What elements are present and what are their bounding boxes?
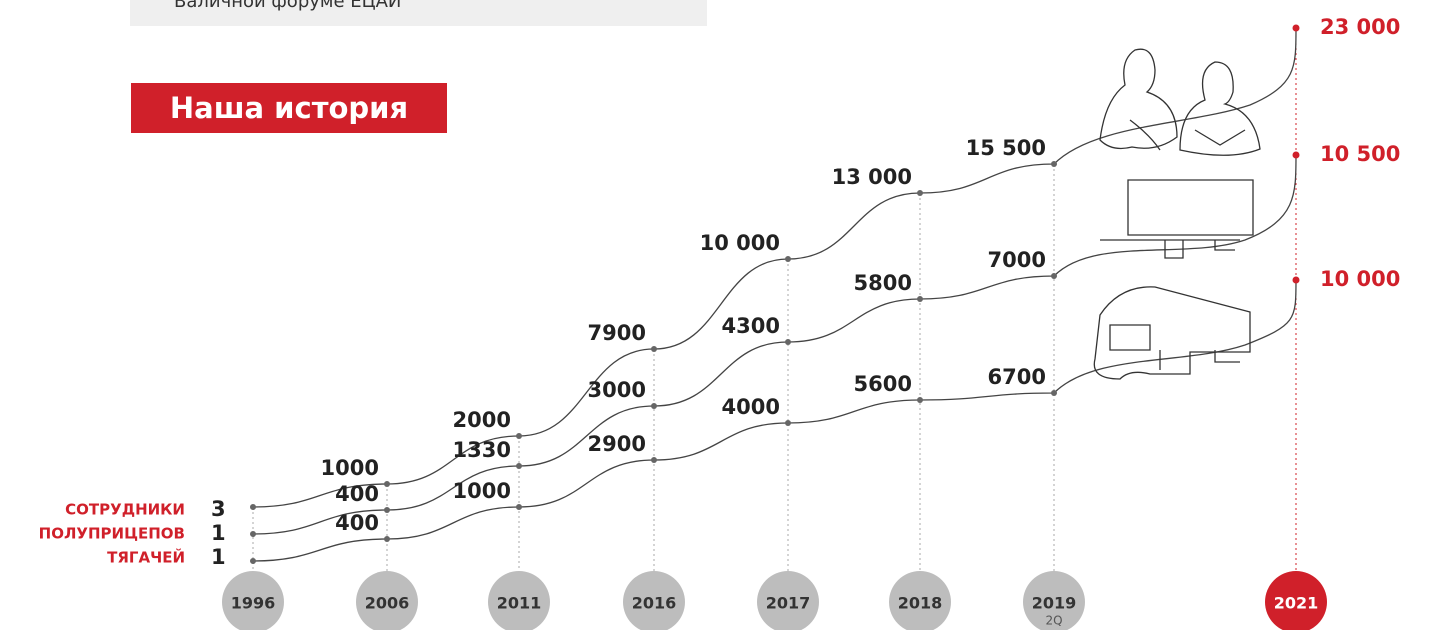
year-label: 2019	[1032, 594, 1077, 613]
point	[651, 403, 657, 409]
value-label: 6700	[988, 365, 1046, 389]
series-line	[253, 155, 1296, 534]
point	[516, 433, 522, 439]
value-label: 400	[335, 511, 379, 535]
point	[785, 256, 791, 262]
value-label: 5600	[854, 372, 912, 396]
value-label: 15 500	[966, 136, 1046, 160]
year-label: 2011	[497, 594, 542, 613]
point	[1293, 25, 1300, 32]
point	[785, 420, 791, 426]
year-label: 2021	[1274, 594, 1319, 613]
point	[785, 339, 791, 345]
value-label: 2900	[588, 432, 646, 456]
point	[516, 463, 522, 469]
value-label: 1	[211, 521, 226, 545]
illustrations	[1094, 49, 1260, 379]
point	[651, 346, 657, 352]
point	[1051, 390, 1057, 396]
point	[250, 558, 256, 564]
infographic: Валичной форуме ЕЦАИ Наша история 199620…	[0, 0, 1430, 630]
series-name: ТЯГАЧЕЙ	[107, 548, 185, 567]
value-label: 400	[335, 482, 379, 506]
point	[250, 504, 256, 510]
point	[516, 504, 522, 510]
value-label: 1000	[321, 456, 379, 480]
value-label: 3000	[588, 378, 646, 402]
value-label: 1000	[453, 479, 511, 503]
point	[1051, 161, 1057, 167]
year-note: 2Q	[1045, 614, 1062, 628]
value-label: 7000	[988, 248, 1046, 272]
value-label: 5800	[854, 271, 912, 295]
value-label: 4000	[722, 395, 780, 419]
series-name: ПОЛУПРИЦЕПОВ	[39, 525, 185, 543]
series-line	[253, 28, 1296, 507]
point	[384, 536, 390, 542]
value-label: 10 500	[1320, 142, 1400, 166]
year-label: 2016	[632, 594, 677, 613]
point	[651, 457, 657, 463]
point	[1051, 273, 1057, 279]
value-label: 1	[211, 545, 226, 569]
point	[917, 296, 923, 302]
year-label: 2017	[766, 594, 811, 613]
value-label: 7900	[588, 321, 646, 345]
value-label: 13 000	[832, 165, 912, 189]
value-label: 23 000	[1320, 15, 1400, 39]
year-label: 1996	[231, 594, 276, 613]
trailer-sketch	[1100, 180, 1253, 258]
timeline: 1996 2006 2011 2016 2017 2018 2019 2021 2Q СОТРУД…	[0, 0, 1430, 630]
series-name: СОТРУДНИКИ	[65, 501, 185, 519]
point	[917, 397, 923, 403]
point	[384, 481, 390, 487]
point	[250, 531, 256, 537]
point	[1293, 152, 1300, 159]
value-label: 4300	[722, 314, 780, 338]
value-label: 3	[211, 497, 226, 521]
value-label: 10 000	[1320, 267, 1400, 291]
point	[1293, 277, 1300, 284]
point	[384, 507, 390, 513]
value-label: 10 000	[700, 231, 780, 255]
value-label: 2000	[453, 408, 511, 432]
person-sketch	[1180, 62, 1260, 155]
value-label: 1330	[453, 438, 511, 462]
point	[917, 190, 923, 196]
year-label: 2006	[365, 594, 410, 613]
year-label: 2018	[898, 594, 943, 613]
